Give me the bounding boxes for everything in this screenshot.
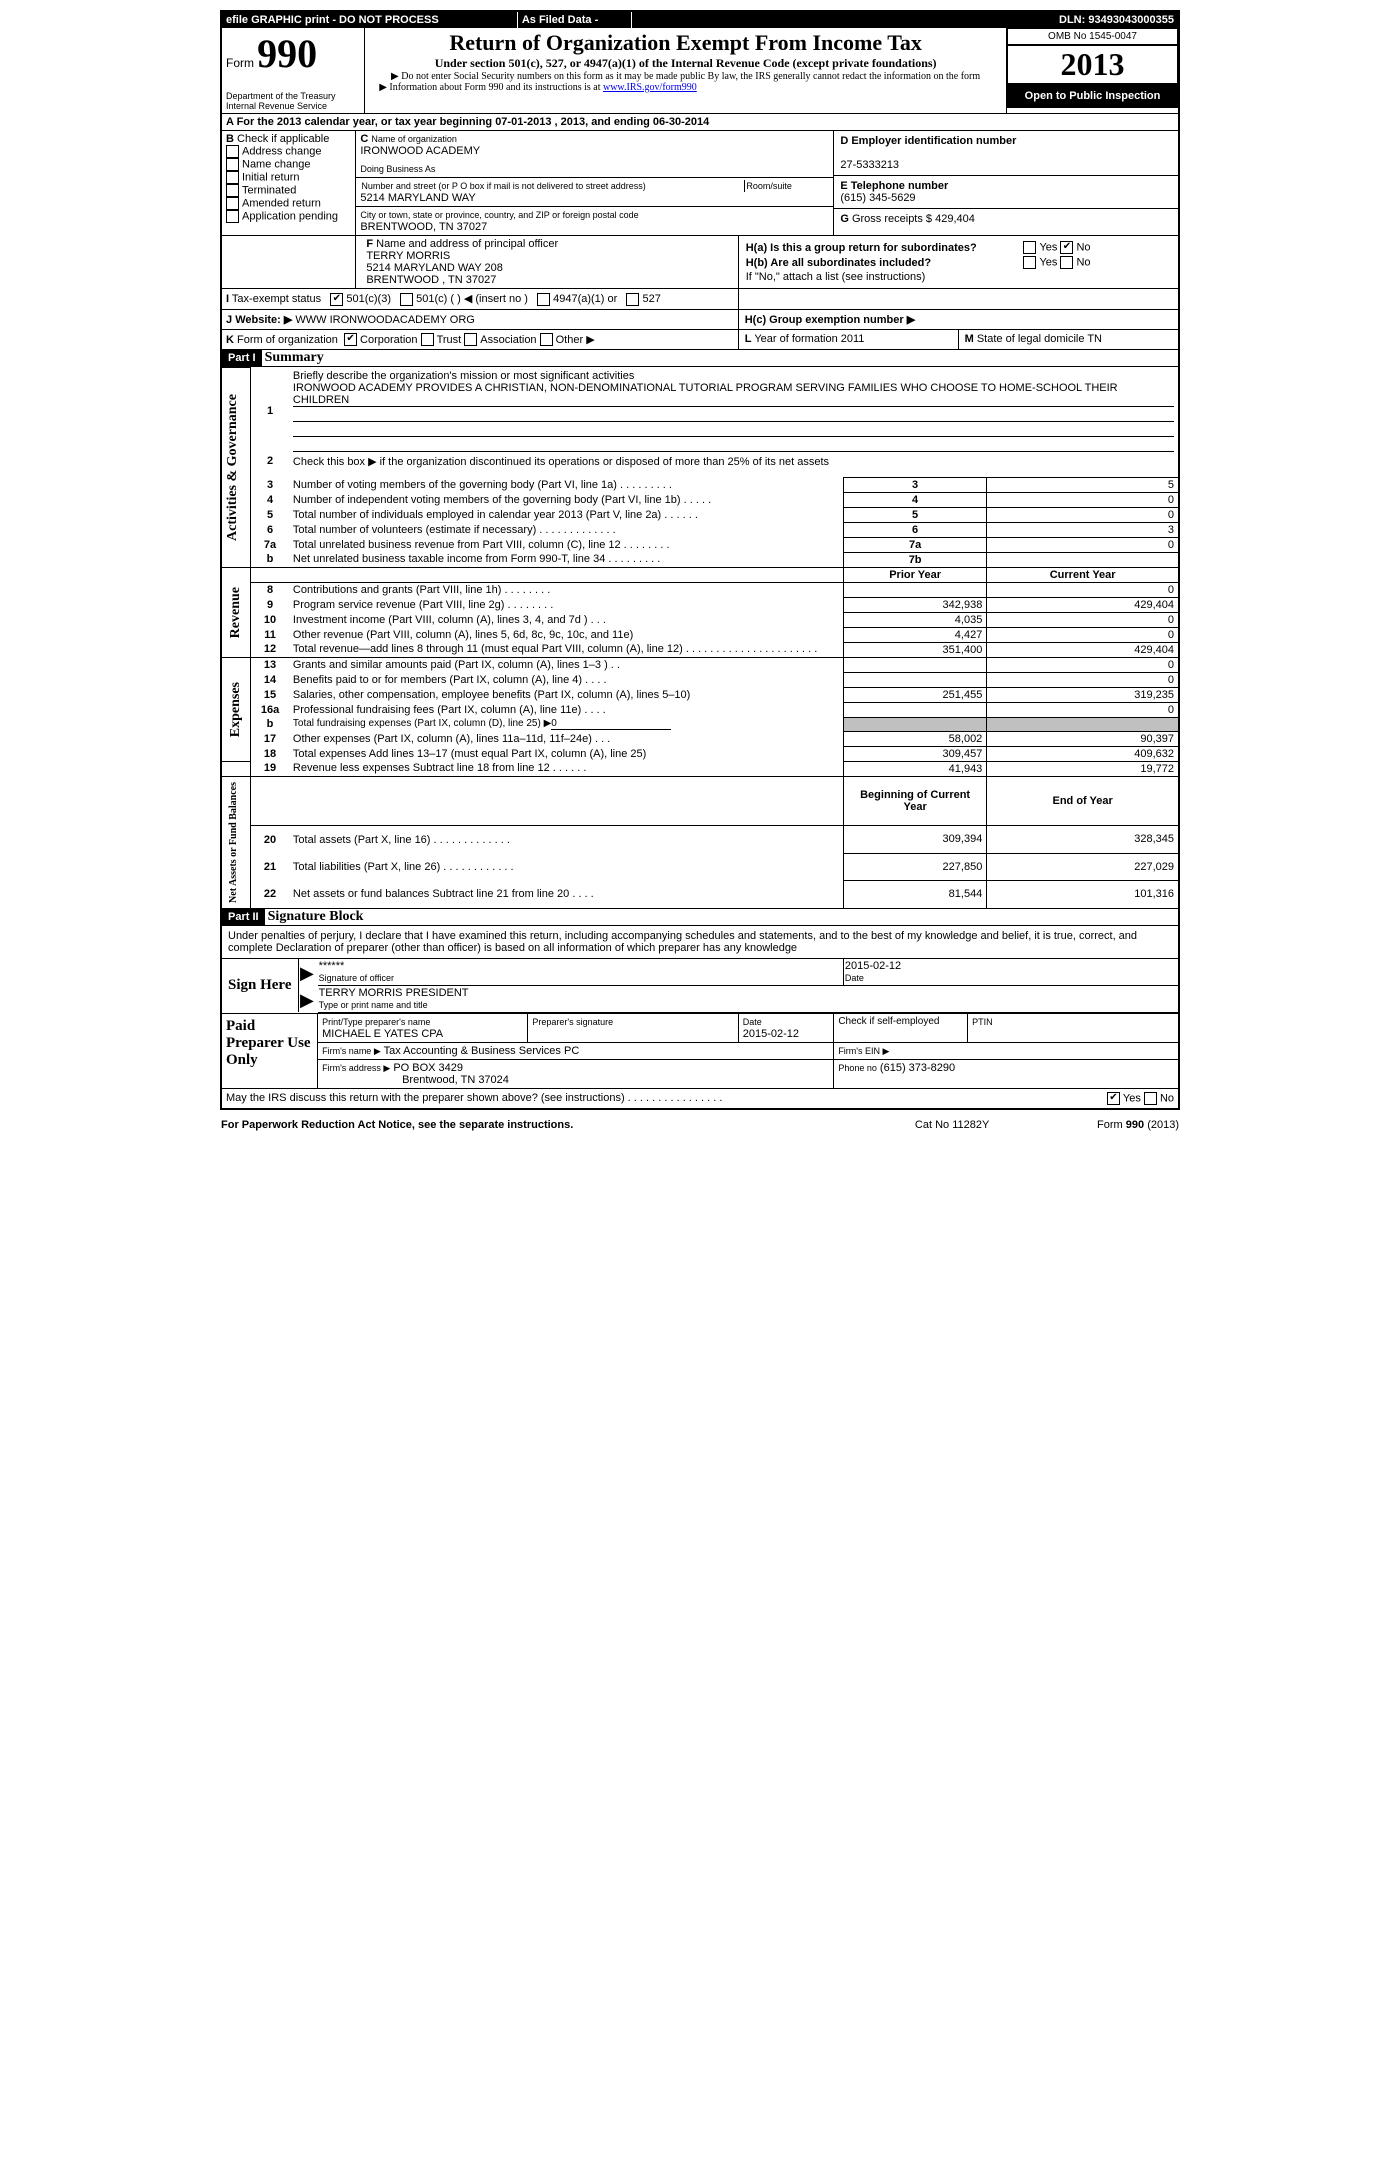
omb-label: OMB No 1545-0047 (1007, 28, 1178, 45)
vlabel-revenue: Revenue (226, 583, 246, 642)
vlabel-expenses: Expenses (226, 678, 246, 741)
footer-right: Form 990 (2013) (1023, 1118, 1180, 1132)
line-k: K Form of organization ✔Corporation Trus… (222, 330, 738, 350)
footer-mid: Cat No 11282Y (881, 1118, 1024, 1132)
form-subtitle-3: ▶ Information about Form 990 and its ins… (369, 82, 1002, 93)
sign-here-label: Sign Here (222, 959, 298, 1013)
irs-label: Internal Revenue Service (226, 101, 360, 111)
part1-header: Part I Summary (221, 350, 1179, 367)
section-f: F Name and address of principal officer … (356, 236, 738, 288)
line-m: M State of legal domicile TN (958, 330, 1178, 350)
form-word: Form (226, 56, 254, 70)
line-hc: H(c) Group exemption number ▶ (738, 310, 1178, 329)
perjury-statement: Under penalties of perjury, I declare th… (221, 925, 1179, 958)
vlabel-governance: Activities & Governance (223, 390, 243, 545)
section-deg: D Employer identification number 27-5333… (834, 131, 1178, 235)
irs-link[interactable]: www.IRS.gov/form990 (603, 82, 697, 93)
line-j: J Website: ▶ WWW IRONWOODACADEMY ORG (222, 310, 738, 329)
section-h: H(a) Is this a group return for subordin… (738, 236, 1178, 288)
asfiled-label: As Filed Data - (517, 12, 631, 28)
section-c: C Name of organization IRONWOOD ACADEMY … (356, 131, 834, 235)
form-subtitle-2: ▶ Do not enter Social Security numbers o… (369, 71, 1002, 82)
section-b: B Check if applicable Address change Nam… (222, 131, 356, 235)
line-i: I Tax-exempt status ✔501(c)(3) 501(c) ( … (222, 289, 738, 309)
line-l: L Year of formation 2011 (738, 330, 958, 350)
form-title: Return of Organization Exempt From Incom… (369, 30, 1002, 56)
form-number: 990 (257, 31, 317, 76)
vlabel-netassets: Net Assets or Fund Balances (226, 778, 241, 907)
footer-left: For Paperwork Reduction Act Notice, see … (220, 1118, 881, 1132)
dept-label: Department of the Treasury (226, 91, 360, 101)
paid-preparer-label: Paid Preparer Use Only (222, 1014, 318, 1088)
tax-year: 2013 (1007, 45, 1178, 84)
top-bar: efile GRAPHIC print - DO NOT PROCESS As … (221, 11, 1179, 28)
open-inspection: Open to Public Inspection (1007, 84, 1178, 108)
part2-header: Part II Signature Block (221, 909, 1179, 926)
line-a: A For the 2013 calendar year, or tax yea… (221, 114, 1179, 131)
discuss-line: May the IRS discuss this return with the… (221, 1088, 1179, 1109)
form-990: efile GRAPHIC print - DO NOT PROCESS As … (220, 10, 1180, 1110)
efile-label: efile GRAPHIC print - DO NOT PROCESS (222, 12, 517, 28)
form-subtitle-1: Under section 501(c), 527, or 4947(a)(1)… (369, 56, 1002, 71)
dln: DLN: 93493043000355 (1014, 12, 1178, 28)
